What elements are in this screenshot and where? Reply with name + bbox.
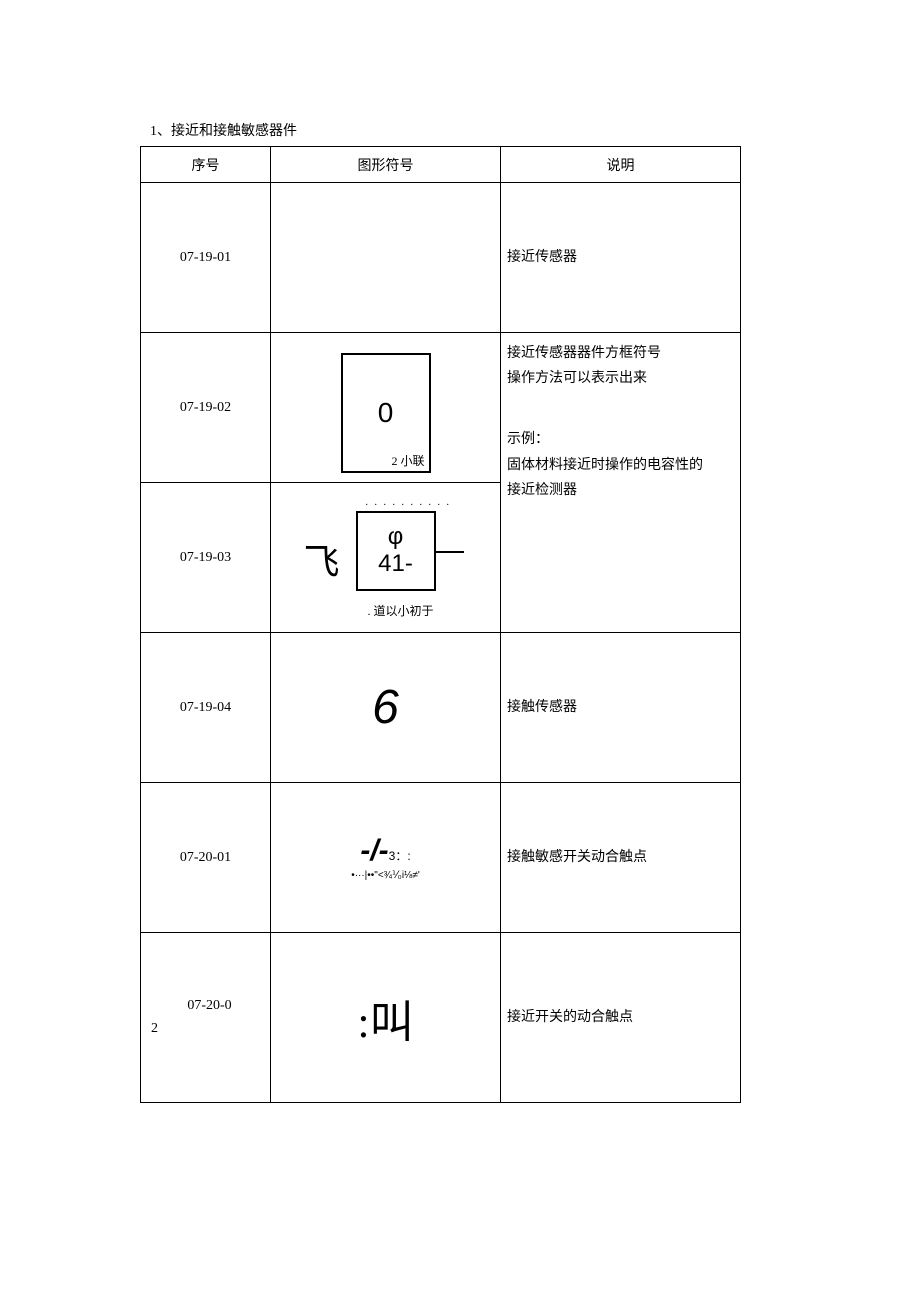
desc-line: 接近传感器器件方框符号 [507,346,661,361]
row-id: 07-19-04 [141,633,271,783]
row-id: 07-19-03 [141,483,271,633]
row-id: 07-19-01 [141,183,271,333]
header-desc: 说明 [501,147,741,183]
table-header-row: 序号 图形符号 说明 [141,147,741,183]
glyph-jiao-icon: :叫 [271,933,500,1102]
hook-glyph: 飞 [304,533,340,585]
symbol-box-icon: 0 2 小联 [341,353,431,473]
tiny-glyph: •···|••"<¾⅟₀i⅛≠' [351,870,420,881]
row-id: 07-20-0 2 [141,933,271,1103]
caption-bottom: . 道以小初于 [368,602,434,619]
glyph-zero: 0 [378,397,394,429]
row-symbol: . . . . . . . . . . φ 41- 飞 . 道以小初于 [271,483,501,633]
row-id: 07-20-01 [141,783,271,933]
row-symbol [271,183,501,333]
row-desc: 接近开关的动合触点 [501,933,741,1103]
row-id: 07-19-02 [141,333,271,483]
sub-glyph: 3：: [389,849,411,863]
row-symbol: -/-3：: •···|••"<¾⅟₀i⅛≠' [271,783,501,933]
table-row: 07-19-04 6 接触传感器 [141,633,741,783]
desc-line: 操作方法可以表示出来 [507,371,647,386]
lead-line-icon [436,551,464,553]
header-id: 序号 [141,147,271,183]
section-title: 1、接近和接触敏感器件 [150,120,780,140]
desc-line: 示例： [507,432,549,447]
row-desc: 接近传感器器件方框符号 操作方法可以表示出来 示例： 固体材料接近时操作的电容性… [501,333,741,633]
id-part2: 2 [151,1021,158,1036]
header-symbol: 图形符号 [271,147,501,183]
row-symbol: 6 [271,633,501,783]
row-desc: 接触敏感开关动合触点 [501,783,741,933]
phi-box: φ 41- [356,511,436,591]
fortyone-glyph: 41- [378,551,413,577]
id-part1: 07-20-0 [187,998,231,1013]
table-row: 07-19-01 接近传感器 [141,183,741,333]
glyph-six-icon: 6 [372,681,399,734]
table-row: 07-19-02 0 2 小联 接近传感器器件方框符号 操作方法可以表示出来 示… [141,333,741,483]
symbol-phi-box-icon: . . . . . . . . . . φ 41- 飞 . 道以小初于 [296,493,476,623]
table-row: 07-20-0 2 :叫 接近开关的动合触点 [141,933,741,1103]
caption-number: 2 小联 [391,452,424,469]
table-row: 07-20-01 -/-3：: •···|••"<¾⅟₀i⅛≠' 接触敏感开关动… [141,783,741,933]
row-desc: 接近传感器 [501,183,741,333]
desc-line: 接近检测器 [507,483,577,498]
phi-glyph: φ [388,524,404,550]
symbol-contact-icon: -/-3：: •···|••"<¾⅟₀i⅛≠' [271,783,500,932]
row-symbol: :叫 [271,933,501,1103]
row-symbol: 0 2 小联 [271,333,501,483]
main-glyph: -/- [360,834,388,867]
symbols-table: 序号 图形符号 说明 07-19-01 接近传感器 07-19-02 0 2 小… [140,146,741,1103]
desc-line: 固体材料接近时操作的电容性的 [507,458,703,473]
row-desc: 接触传感器 [501,633,741,783]
dots-row: . . . . . . . . . . [366,497,452,508]
